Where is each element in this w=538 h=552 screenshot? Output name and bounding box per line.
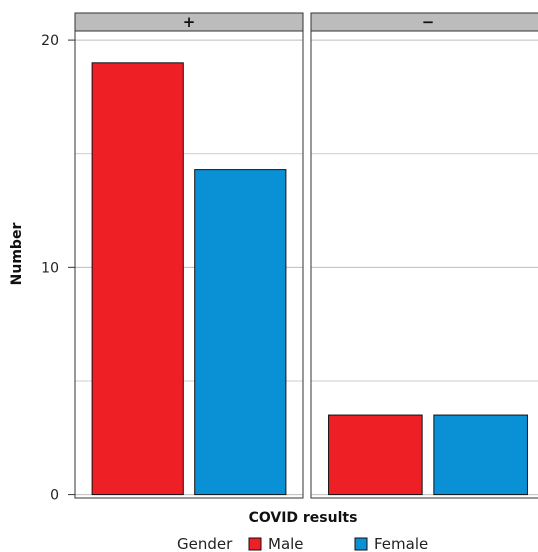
facet-strip	[74, 12, 304, 32]
legend-title: Gender	[177, 535, 233, 552]
facet-strip-label: +	[183, 13, 196, 31]
bar-male-panel-2	[328, 414, 423, 496]
x-axis-title: COVID results	[249, 510, 358, 526]
legend: Gender Male Female	[177, 535, 428, 552]
y-axis: 0 10 20	[41, 33, 75, 504]
legend-label-female: Female	[374, 535, 428, 552]
legend-swatch-female	[354, 537, 368, 551]
bar-female-panel-1	[194, 169, 287, 496]
bars-layer	[91, 62, 528, 496]
y-tick-label: 0	[50, 488, 59, 504]
y-tick-label: 20	[41, 33, 59, 49]
legend-swatch-male	[248, 537, 262, 551]
facet-strip	[310, 12, 538, 32]
y-axis-title: Number	[9, 223, 25, 286]
facet-strips: + −	[74, 12, 538, 32]
facet-strip-label: −	[422, 13, 435, 31]
y-tick-label: 10	[41, 260, 59, 276]
bar-female-panel-2	[433, 414, 528, 496]
legend-label-male: Male	[268, 535, 304, 552]
bar-male-panel-1	[91, 62, 184, 496]
